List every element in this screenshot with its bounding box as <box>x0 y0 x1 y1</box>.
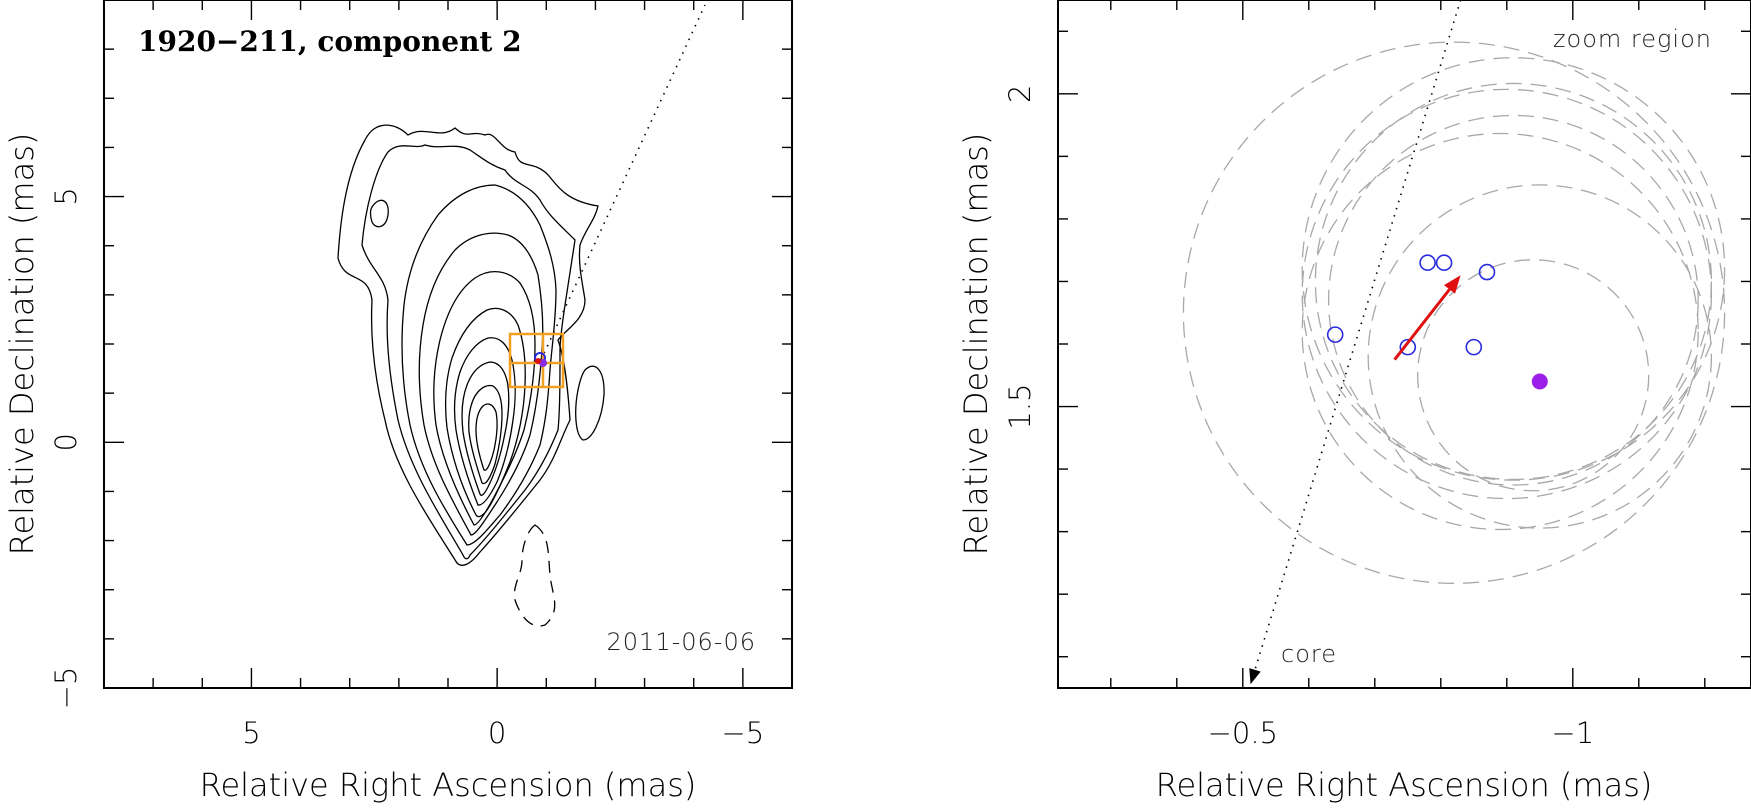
y-tick-label: −5 <box>49 667 83 710</box>
left-title: 1920−211, component 2 <box>138 25 522 58</box>
core-direction-line <box>1248 0 1462 688</box>
uncertainty-circle <box>1327 114 1699 486</box>
y-tick-label: 0 <box>49 433 83 451</box>
contour-level-6 <box>444 307 526 518</box>
filled-point <box>1531 373 1548 390</box>
uncertainty-circles <box>1182 41 1726 584</box>
left-date-label: 2011-06-06 <box>607 628 756 656</box>
right-panel: −0.5 −1 2 1.5 zoom region core Relative Rig… <box>957 0 1751 804</box>
contour-level-5 <box>433 271 536 526</box>
x-tick-label: 5 <box>242 716 260 750</box>
y-tick-label: 2 <box>1003 85 1037 103</box>
left-panel: 5 0 −5 5 0 −5 1920−211, component 2 2011-06-0… <box>3 0 793 804</box>
uncertainty-circle <box>1301 88 1713 500</box>
observed-position <box>1419 254 1436 271</box>
uncertainty-circle <box>1301 132 1699 531</box>
left-x-axis-label: Relative Right Ascension (mas) <box>200 766 697 804</box>
x-tick-label: −0.5 <box>1208 716 1278 750</box>
left-plot-area <box>337 4 706 627</box>
contour-level-1 <box>337 124 599 566</box>
jet-axis-line <box>540 4 706 361</box>
contour-level-3 <box>401 184 557 546</box>
contour-level-9 <box>468 384 503 485</box>
contour-island-2 <box>575 365 605 441</box>
zoom-box-outer <box>508 332 565 389</box>
negative-contour <box>513 524 556 627</box>
motion-vector-arrowhead <box>1443 275 1461 294</box>
uncertainty-circle <box>1367 184 1713 529</box>
uncertainty-circle <box>1314 82 1713 481</box>
contour-level-2 <box>361 144 576 560</box>
right-axis-ticks <box>1058 0 1751 688</box>
observed-position <box>1465 338 1483 356</box>
observed-position <box>1326 326 1344 343</box>
observed-position <box>1435 254 1453 271</box>
y-tick-label: 1.5 <box>1003 383 1037 429</box>
left-y-axis-label: Relative Declination (mas) <box>3 133 41 556</box>
right-plot-area <box>1182 0 1726 688</box>
right-y-axis-label: Relative Declination (mas) <box>957 133 995 556</box>
right-tick-labels: −0.5 −1 2 1.5 <box>1003 85 1594 750</box>
contour-level-8 <box>461 361 510 496</box>
uncertainty-circle <box>1301 57 1726 481</box>
uncertainty-circle <box>1417 259 1650 492</box>
x-tick-label: 0 <box>488 716 506 750</box>
contour-island-1 <box>369 199 389 228</box>
contour-level-10 <box>475 403 498 471</box>
left-tick-labels: 5 0 −5 5 0 −5 <box>49 187 764 750</box>
core-label: core <box>1281 640 1337 668</box>
motion-vector <box>1393 288 1451 361</box>
right-x-axis-label: Relative Right Ascension (mas) <box>1156 766 1653 804</box>
contour-level-4 <box>418 232 544 536</box>
left-plot-frame <box>103 0 793 689</box>
observed-positions <box>1326 254 1496 356</box>
component-marker-red <box>535 358 541 364</box>
observed-position <box>1478 263 1496 281</box>
x-tick-label: −5 <box>721 716 764 750</box>
x-tick-label: −1 <box>1551 716 1594 750</box>
zoom-region-label: zoom region <box>1553 25 1712 53</box>
contour-level-7 <box>453 337 516 506</box>
right-plot-frame <box>1057 0 1751 689</box>
contour-map <box>337 124 605 627</box>
uncertainty-circle <box>1182 41 1726 584</box>
left-axis-ticks <box>103 0 793 689</box>
core-arrowhead <box>1249 668 1261 685</box>
y-tick-label: 5 <box>49 187 83 205</box>
observed-position <box>1399 338 1417 356</box>
